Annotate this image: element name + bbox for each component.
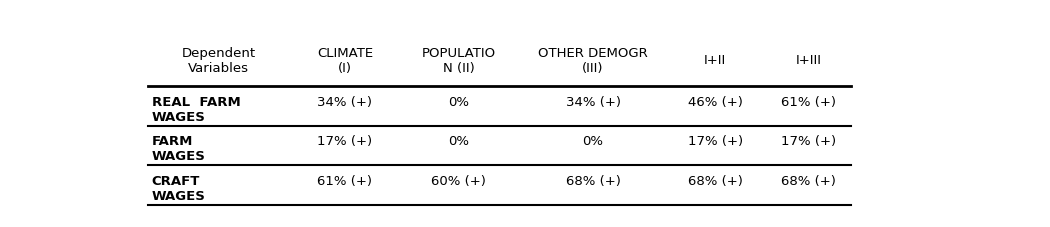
Text: POPULATIO
N (II): POPULATIO N (II) [422,47,496,74]
Text: 68% (+): 68% (+) [781,174,836,187]
Text: 61% (+): 61% (+) [781,95,836,108]
Text: CLIMATE
(I): CLIMATE (I) [317,47,373,74]
Text: 68% (+): 68% (+) [566,174,621,187]
Text: 0%: 0% [448,135,469,148]
Text: 0%: 0% [448,95,469,108]
Text: 17% (+): 17% (+) [317,135,373,148]
Text: Dependent
Variables: Dependent Variables [182,47,256,74]
Text: 34% (+): 34% (+) [317,95,373,108]
Text: REAL  FARM
WAGES: REAL FARM WAGES [151,95,240,123]
Text: 68% (+): 68% (+) [688,174,742,187]
Text: 61% (+): 61% (+) [317,174,373,187]
Text: I+III: I+III [796,54,822,67]
Text: I+II: I+II [704,54,727,67]
Text: 46% (+): 46% (+) [688,95,742,108]
Text: OTHER DEMOGR
(III): OTHER DEMOGR (III) [539,47,648,74]
Text: 17% (+): 17% (+) [781,135,836,148]
Text: 17% (+): 17% (+) [688,135,742,148]
Text: CRAFT
WAGES: CRAFT WAGES [151,174,206,202]
Text: 60% (+): 60% (+) [432,174,486,187]
Text: FARM
WAGES: FARM WAGES [151,135,206,163]
Text: 0%: 0% [583,135,604,148]
Text: 34% (+): 34% (+) [566,95,621,108]
